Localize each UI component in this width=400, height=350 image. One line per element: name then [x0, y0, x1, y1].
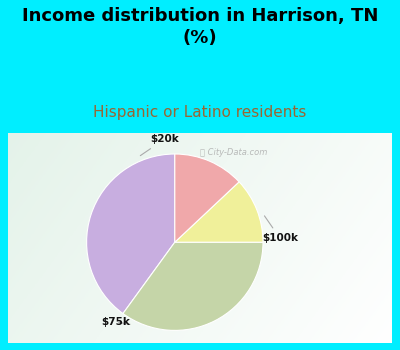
Wedge shape: [123, 242, 263, 330]
Wedge shape: [175, 154, 239, 242]
Text: $200k: $200k: [0, 349, 1, 350]
Text: $75k: $75k: [102, 317, 130, 327]
Wedge shape: [87, 154, 175, 314]
Text: Income distribution in Harrison, TN
(%): Income distribution in Harrison, TN (%): [22, 7, 378, 47]
Text: $20k: $20k: [140, 134, 179, 156]
Text: ⓘ City-Data.com: ⓘ City-Data.com: [200, 148, 267, 157]
Text: Hispanic or Latino residents: Hispanic or Latino residents: [93, 105, 307, 120]
Wedge shape: [175, 182, 263, 242]
Text: $100k: $100k: [262, 216, 298, 243]
